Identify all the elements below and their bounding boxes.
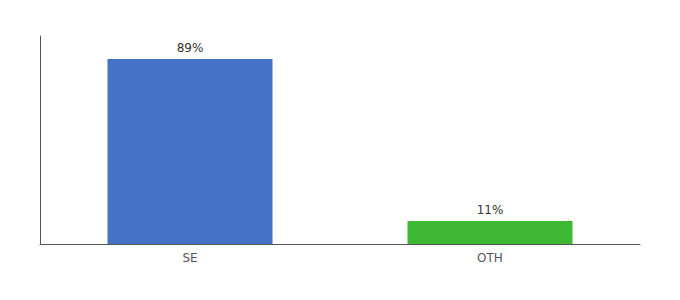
svg-text:11%: 11% [477, 203, 504, 217]
svg-text:89%: 89% [177, 41, 204, 55]
svg-text:OTH: OTH [477, 251, 503, 265]
svg-text:SE: SE [182, 251, 197, 265]
